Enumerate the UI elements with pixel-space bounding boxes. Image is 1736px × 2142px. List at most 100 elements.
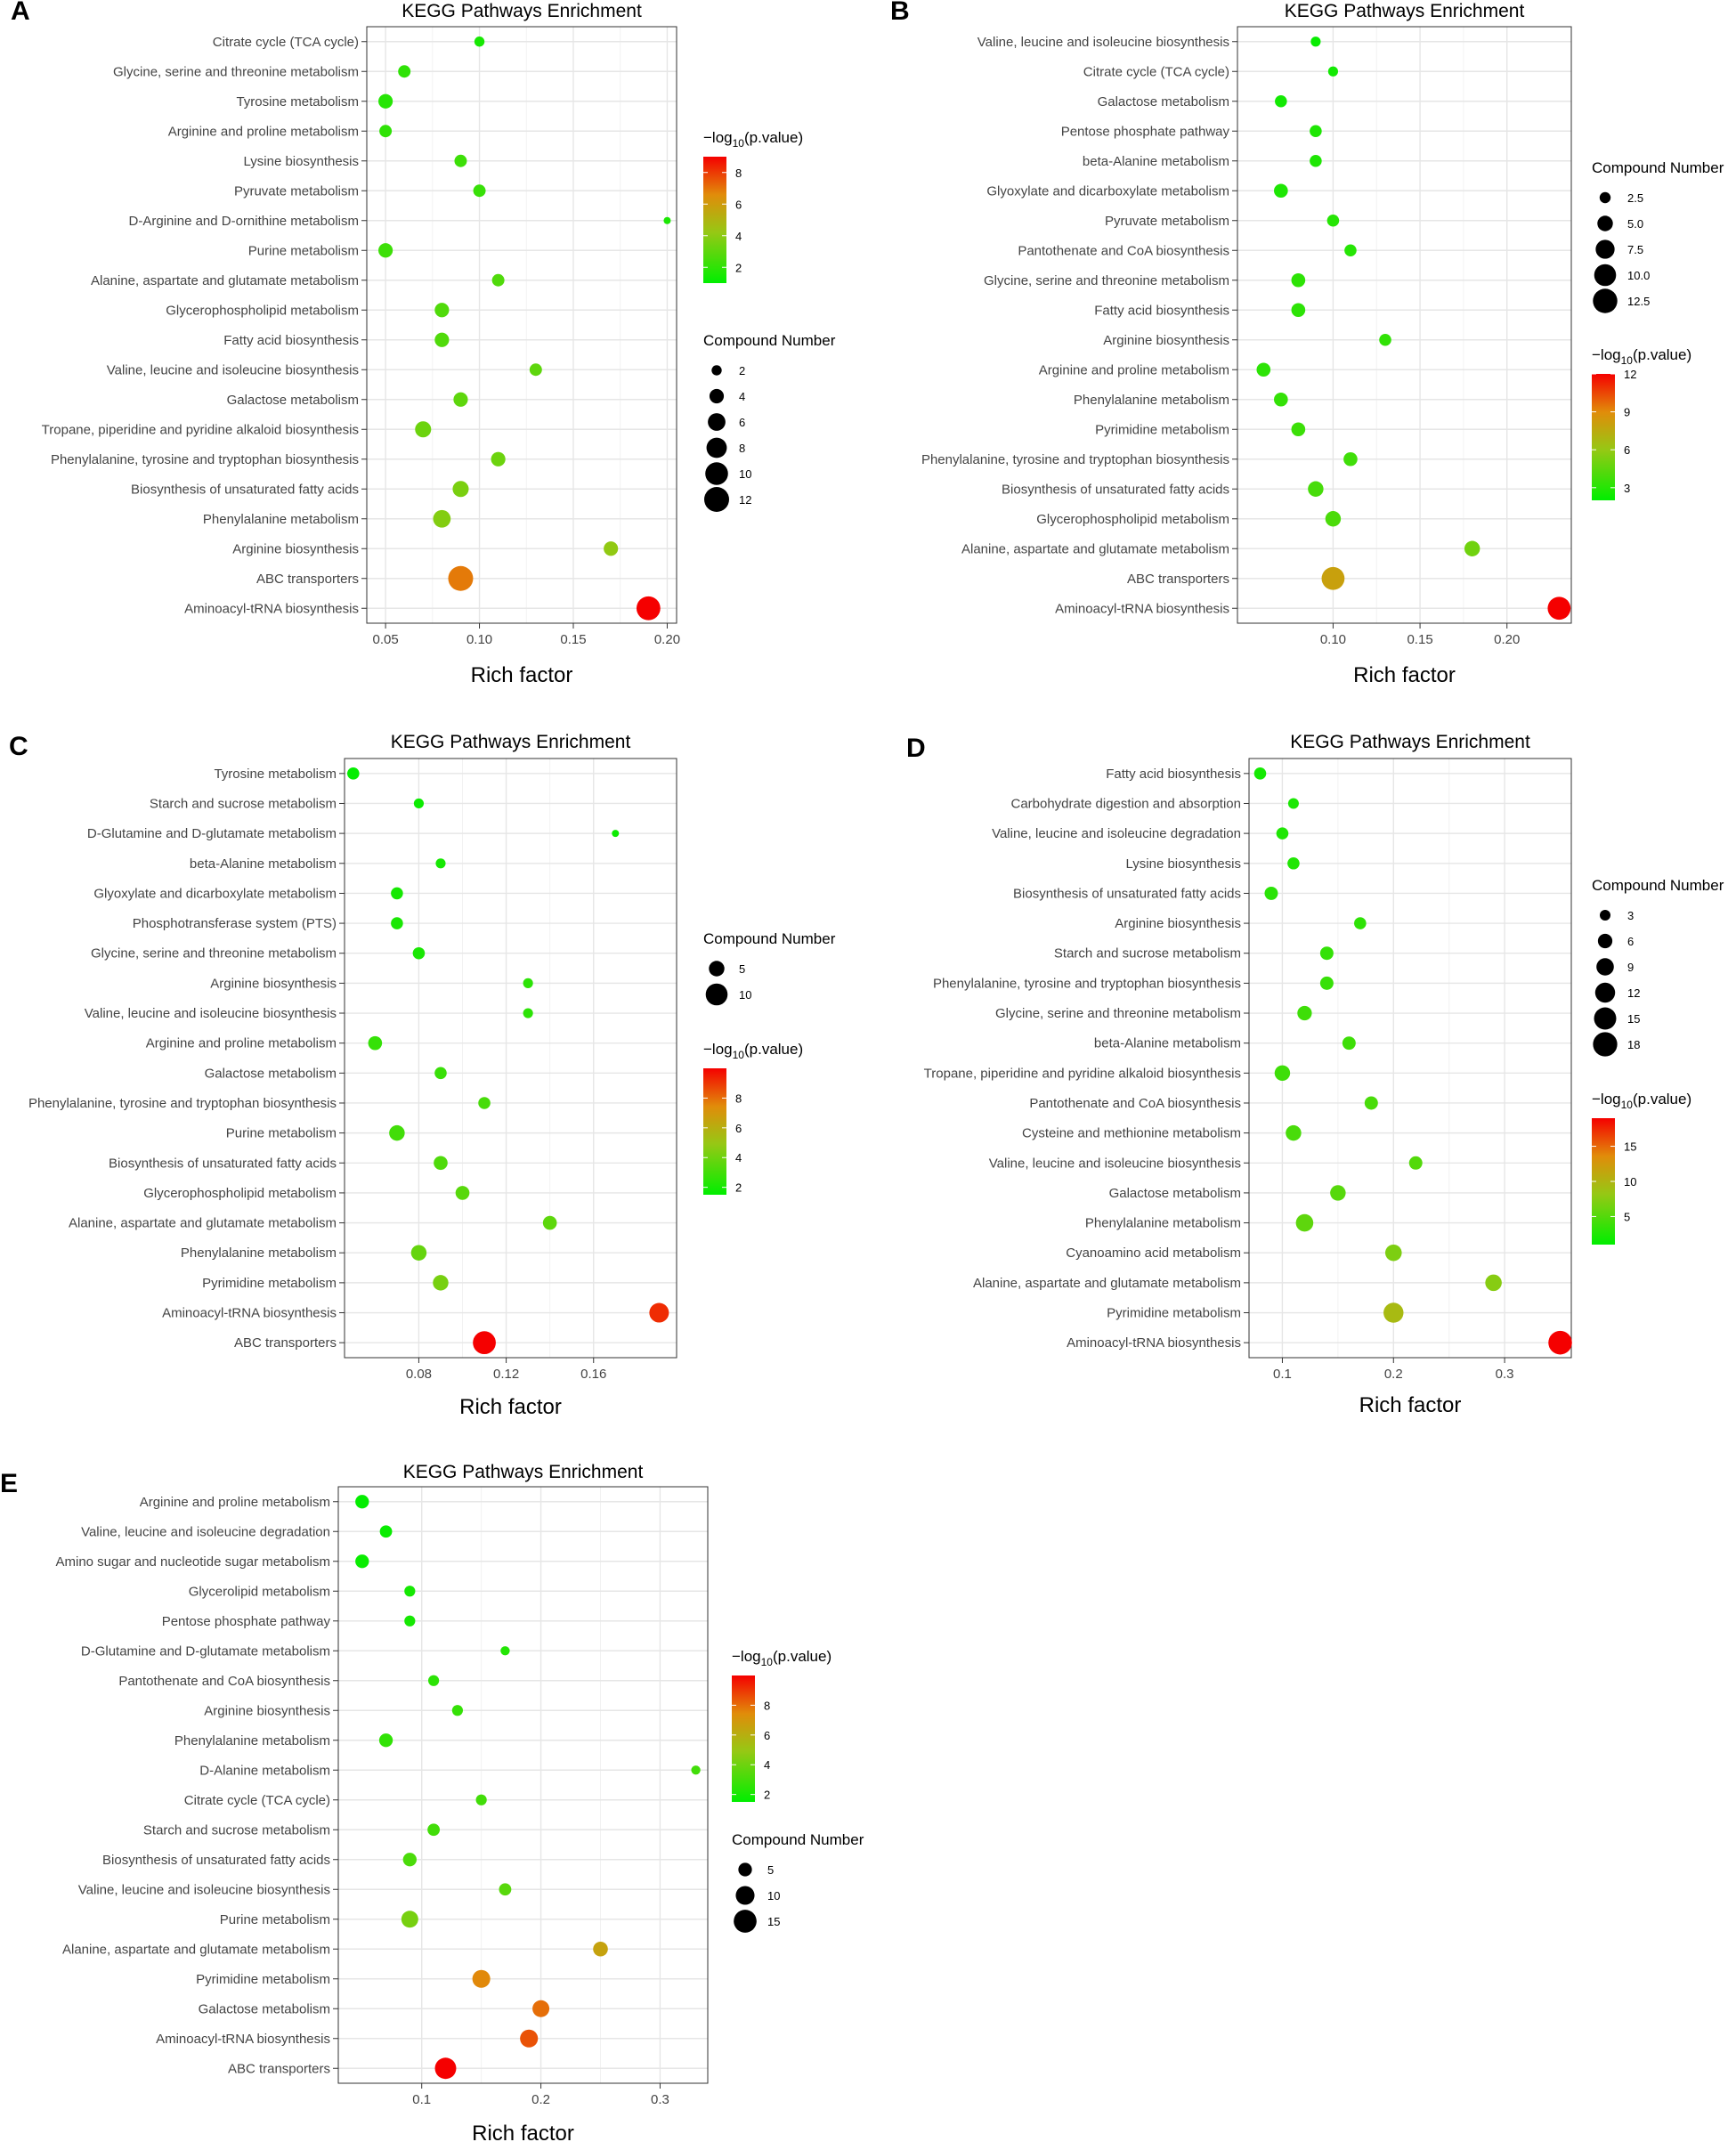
data-point [593, 1941, 608, 1957]
size-legend-label: 15 [1627, 1012, 1640, 1026]
data-point [649, 1302, 669, 1323]
data-point [427, 1823, 441, 1837]
pathway-label: Glycerophospholipid metabolism [166, 303, 359, 318]
pathway-label: D-Glutamine and D-glutamate metabolism [87, 826, 337, 841]
color-legend: −log10(p.value) 2 4 6 8 [703, 129, 803, 283]
pathway-label: Carbohydrate digestion and absorption [1010, 796, 1241, 811]
plot-area [1248, 758, 1572, 1359]
data-point [404, 1586, 416, 1597]
size-legend-label: 5 [767, 1863, 774, 1877]
data-point [1319, 946, 1334, 961]
data-point [391, 887, 403, 900]
pathway-label: Citrate cycle (TCA cycle) [1083, 64, 1229, 79]
pathway-label: ABC transporters [1127, 572, 1229, 587]
pathway-label: Glycerophospholipid metabolism [1036, 512, 1229, 527]
size-legend-dot [1594, 982, 1616, 1003]
data-point [402, 1853, 417, 1867]
size-legend-label: 6 [739, 416, 745, 429]
data-point [1310, 125, 1322, 138]
size-legend-dot [1594, 1007, 1617, 1030]
colorbar [703, 157, 726, 283]
colorbar-label: 2 [735, 261, 742, 274]
data-point [378, 93, 393, 109]
size-legend-label: 3 [1627, 909, 1634, 922]
data-point [1379, 333, 1391, 346]
size-legend-dot [705, 462, 728, 485]
color-legend: −log10(p.value) 2 4 6 8 [732, 1648, 831, 1802]
panel-c: C KEGG Pathways Enrichment Tyrosine metabo… [9, 732, 836, 1419]
size-legend-dot [1597, 933, 1613, 949]
size-legend: Compound Number 5 10 [703, 930, 836, 1006]
data-point [636, 596, 661, 621]
pathway-label: beta-Alanine metabolism [190, 856, 337, 872]
plot-area [337, 1486, 709, 2084]
data-point [401, 1911, 418, 1928]
pathway-label: Fatty acid biosynthesis [1094, 303, 1229, 318]
x-tick-label: 0.20 [654, 632, 680, 647]
pathway-label: Valine, leucine and isoleucine biosynthe… [989, 1156, 1241, 1171]
pathway-label: Glycerolipid metabolism [189, 1584, 330, 1599]
data-point [1319, 976, 1334, 990]
size-legend-label: 12 [739, 493, 751, 507]
size-legend-dot [1596, 958, 1614, 976]
size-legend-dot [734, 1910, 757, 1933]
colorbar-label: 6 [735, 1122, 742, 1135]
pathway-label: Fatty acid biosynthesis [1106, 767, 1241, 782]
pathway-label: Alanine, aspartate and glutamate metabol… [973, 1276, 1241, 1291]
data-point [1383, 1302, 1404, 1323]
size-legend-title: Compound Number [703, 930, 836, 947]
size-legend-dot [1593, 288, 1618, 313]
pathway-label: Pantothenate and CoA biosynthesis [1018, 243, 1229, 258]
pathway-label: Arginine biosynthesis [204, 1703, 330, 1718]
data-point [1295, 1213, 1314, 1232]
plot-border [337, 1486, 709, 2084]
color-legend-title: −log10(p.value) [732, 1648, 831, 1668]
plot-area [344, 758, 677, 1359]
size-legend: Compound Number 5 10 15 [732, 1831, 864, 1933]
pathway-label: Pantothenate and CoA biosynthesis [118, 1674, 330, 1689]
pathway-label: Aminoacyl-tRNA biosynthesis [162, 1306, 337, 1321]
size-legend-dot [735, 1886, 755, 1905]
size-legend-label: 5 [739, 962, 745, 976]
pathway-label: Biosynthesis of unsaturated fatty acids [109, 1156, 337, 1171]
colorbar-label: 4 [735, 1151, 742, 1164]
colorbar [1592, 374, 1615, 500]
panel-letter: B [890, 0, 910, 26]
data-point [1547, 596, 1571, 621]
x-tick-label: 0.08 [406, 1367, 432, 1382]
x-axis-label: Rich factor [459, 1395, 562, 1419]
panel-letter: A [11, 0, 30, 26]
data-point [355, 1495, 369, 1509]
colorbar-label: 10 [1624, 1175, 1636, 1189]
data-point [1310, 37, 1321, 47]
data-point [1464, 540, 1480, 556]
data-point [1276, 827, 1289, 840]
size-legend-dot [705, 983, 728, 1006]
data-point [1325, 511, 1342, 527]
data-point [434, 303, 450, 318]
color-legend-title: −log10(p.value) [703, 1041, 803, 1061]
data-point [368, 1035, 383, 1051]
pathway-label: Purine metabolism [226, 1126, 337, 1141]
data-point [1548, 1330, 1572, 1355]
pathway-label: Fatty acid biosynthesis [223, 333, 359, 348]
size-legend-dot [709, 961, 725, 977]
pathway-label: D-Glutamine and D-glutamate metabolism [81, 1643, 330, 1659]
size-legend-label: 4 [739, 390, 745, 403]
data-point [454, 154, 467, 167]
pathway-label: Lysine biosynthesis [1125, 856, 1241, 872]
size-legend-label: 7.5 [1627, 243, 1643, 256]
pathway-label: Arginine and proline metabolism [168, 124, 359, 139]
pathway-label: Alanine, aspartate and glutamate metabol… [62, 1942, 330, 1957]
pathway-label: Glyoxylate and dicarboxylate metabolism [986, 183, 1229, 199]
size-legend-dot [1595, 239, 1615, 259]
data-point [1385, 1244, 1402, 1262]
pathway-label: Purine metabolism [248, 243, 359, 258]
x-axis-label: Rich factor [471, 663, 573, 687]
pathway-label: Valine, leucine and isoleucine biosynthe… [85, 1006, 337, 1021]
colorbar-label: 8 [764, 1699, 770, 1712]
colorbar-label: 15 [1624, 1140, 1636, 1154]
colorbar-label: 4 [735, 230, 742, 243]
pathway-label: Valine, leucine and isoleucine biosynthe… [978, 35, 1229, 50]
pathway-label: Galactose metabolism [1098, 94, 1229, 110]
